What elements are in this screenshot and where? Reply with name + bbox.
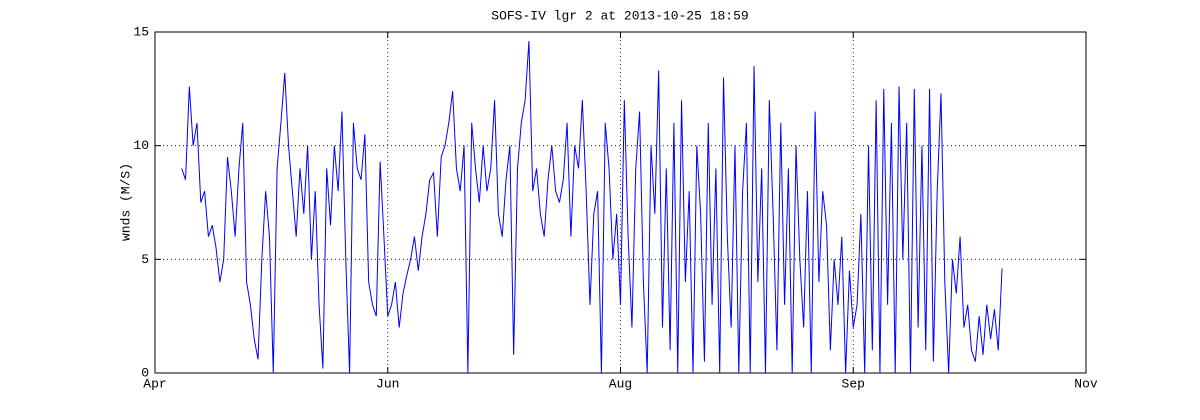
y-tick-label: 5 xyxy=(141,252,149,267)
x-tick-label: Nov xyxy=(1074,376,1098,391)
x-tick-label: Sep xyxy=(842,376,865,391)
data-line xyxy=(181,41,1003,374)
y-axis-label: wnds (M/S) xyxy=(118,163,133,241)
x-tick-label: Apr xyxy=(143,376,166,391)
x-tick-label: Jun xyxy=(376,376,399,391)
x-tick-label: Aug xyxy=(609,376,632,391)
y-tick-label: 15 xyxy=(133,24,149,39)
chart-title: SOFS-IV lgr 2 at 2013-10-25 18:59 xyxy=(491,8,748,23)
plot-frame xyxy=(154,31,1087,374)
y-tick-label: 0 xyxy=(141,365,149,380)
y-tick-label: 10 xyxy=(133,138,149,153)
